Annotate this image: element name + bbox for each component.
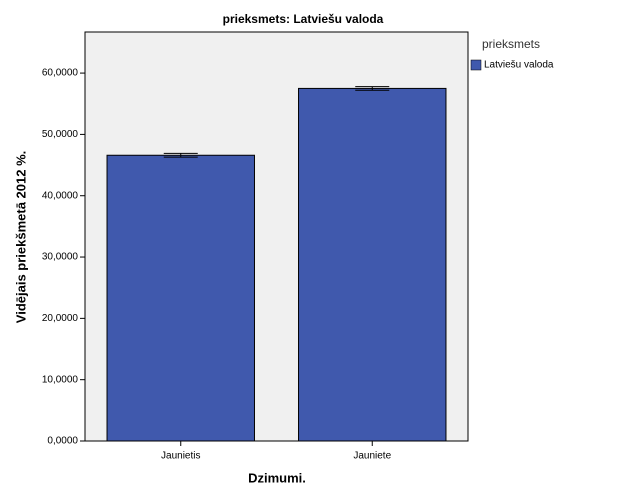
x-tick-label: Jauniete xyxy=(353,451,391,462)
x-tick-label: Jaunietis xyxy=(161,451,200,462)
y-tick-label: 0,0000 xyxy=(47,436,78,447)
chart-title: prieksmets: Latviešu valoda xyxy=(223,12,384,26)
y-tick-label: 40,0000 xyxy=(42,190,79,201)
x-axis-label: Dzimumi. xyxy=(248,470,306,485)
y-tick-label: 10,0000 xyxy=(42,374,79,385)
legend-label: Latviešu valoda xyxy=(484,60,554,71)
y-axis-label: Vidējais priekšmetā 2012 %. xyxy=(13,151,28,323)
y-tick-label: 50,0000 xyxy=(42,129,79,140)
bar xyxy=(106,154,255,442)
y-tick-label: 20,0000 xyxy=(42,313,79,324)
legend-title: prieksmets xyxy=(482,37,540,51)
bar xyxy=(298,87,447,442)
y-tick-label: 60,0000 xyxy=(42,68,79,79)
legend-swatch xyxy=(470,59,482,71)
y-tick-label: 30,0000 xyxy=(42,252,79,263)
